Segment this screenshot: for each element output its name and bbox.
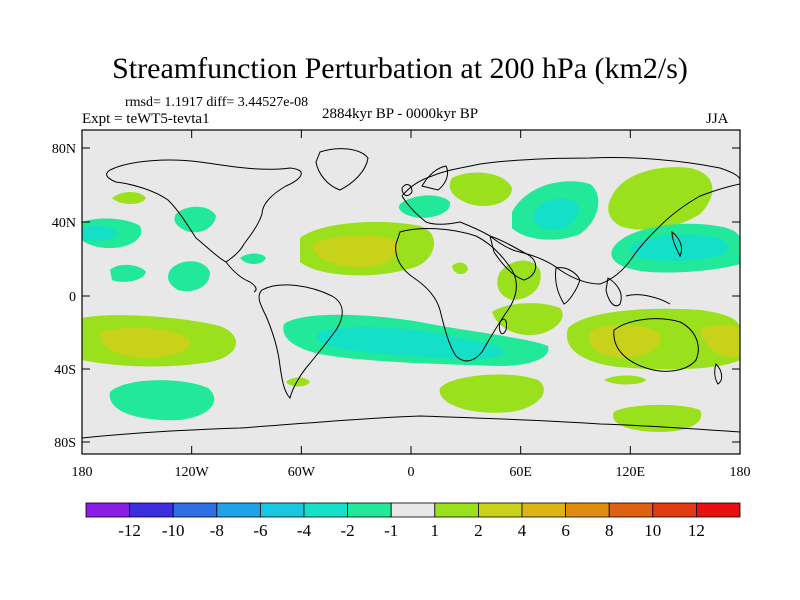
colorbar-swatch (434, 502, 479, 518)
lat-tick-label: 40S (54, 363, 76, 378)
contour-fills (82, 167, 740, 432)
coastline-arabia (489, 235, 537, 281)
lon-tick-label: 120E (616, 465, 646, 480)
lon-tick-label: 120W (175, 465, 210, 480)
colorbar-label: -10 (162, 521, 185, 540)
colorbar-label: 10 (644, 521, 661, 540)
colorbar-label: -8 (210, 521, 224, 540)
anomaly-neg2-east-asia (630, 234, 729, 261)
lon-tick-label: 180 (730, 465, 751, 480)
coastlines (81, 148, 741, 439)
lat-tick-label: 0 (69, 290, 76, 305)
colorbar-label: 8 (605, 521, 614, 540)
colorbar: -12 -10 -8 -6 -4 -2 -1 1 2 4 6 8 10 12 (85, 502, 741, 540)
anomaly-pos2-mediterranean (312, 235, 399, 268)
colorbar-swatch (390, 502, 436, 518)
colorbar-swatch (477, 502, 523, 518)
coastline-antarctica (81, 415, 741, 439)
lat-tick-label: 40N (52, 216, 76, 231)
colorbar-swatch (303, 502, 348, 518)
colorbar-label: 6 (561, 521, 570, 540)
coastline-india (555, 267, 581, 305)
lon-tick-label: 60W (288, 465, 316, 480)
colorbar-swatch (85, 502, 130, 518)
coastline-africa (395, 228, 517, 362)
map-title: Streamfunction Perturbation at 200 hPa (… (112, 52, 688, 85)
anomaly-pos-sahara (452, 262, 468, 275)
colorbar-label: 2 (474, 521, 483, 540)
coastline-uk (401, 184, 413, 196)
colorbar-swatch (347, 502, 392, 518)
colorbar-swatch (259, 502, 305, 518)
coastline-southeast-asia (605, 277, 671, 307)
anomaly-neg-caribbean (240, 253, 266, 264)
anomaly-pos-north-pacific-small (112, 192, 146, 204)
anomaly-pos-indian (492, 303, 563, 336)
colorbar-label: 4 (518, 521, 527, 540)
anomaly-pos-north-pacific (608, 167, 713, 230)
coastline-north-america (106, 159, 302, 263)
anomaly-pos2-east-australia (700, 324, 740, 357)
anomaly-neg2-central-asia (533, 198, 579, 230)
colorbar-label: -12 (118, 521, 141, 540)
coastline-australia (613, 318, 699, 372)
axis-tick-labels: 180 120W 60W 0 60E 120E 180 80N 40N 0 40S 80S (52, 142, 751, 480)
anomaly-neg-southeast-pacific (109, 380, 215, 421)
season-label: JJA (706, 111, 729, 127)
coastline-south-america (258, 284, 343, 399)
coastline-scandinavia (421, 165, 449, 191)
colorbar-swatch (521, 502, 566, 518)
coastline-madagascar (499, 318, 507, 335)
colorbar-label: 1 (431, 521, 440, 540)
colorbar-swatch (172, 502, 218, 518)
colorbar-swatch (608, 502, 654, 518)
anomaly-pos-south-indian (439, 374, 544, 413)
colorbar-swatch (696, 502, 741, 518)
anomaly-neg2-east-pacific-north (82, 225, 118, 241)
colorbar-label: -4 (297, 521, 312, 540)
lat-tick-label: 80S (54, 436, 76, 451)
lon-tick-label: 0 (408, 465, 415, 480)
stats-label: rmsd= 1.1917 diff= 3.44527e-08 (125, 95, 309, 110)
colorbar-label: -2 (341, 521, 355, 540)
colorbar-label: -6 (253, 521, 267, 540)
coastline-new-zealand (714, 363, 723, 385)
lon-tick-label: 180 (72, 465, 93, 480)
coastline-japan (671, 230, 683, 258)
anomaly-neg-central-pacific (110, 264, 146, 282)
anomaly-pos-arabia (497, 260, 541, 300)
coastline-greenland (315, 148, 369, 191)
map-panel: 180 120W 60W 0 60E 120E 180 80N 40N 0 40S 80S (52, 129, 751, 480)
anomaly-neg-north-atlantic (174, 206, 216, 233)
colorbar-label: -1 (384, 521, 398, 540)
anomaly-neg-western-europe (398, 195, 451, 218)
colorbar-swatch (652, 502, 697, 518)
colorbar-label: 12 (688, 521, 705, 540)
colorbar-swatch (565, 502, 610, 518)
anomaly-pos2-australia (589, 324, 661, 358)
anomaly-pos2-south-pacific (100, 327, 191, 358)
axis-ticks (81, 130, 741, 454)
anomaly-neg-east-pacific-tropic (168, 261, 210, 292)
anomaly-pos-south-indian-small (604, 375, 646, 385)
lat-tick-label: 80N (52, 142, 76, 157)
colorbar-swatch (129, 502, 174, 518)
period-label: 2884kyr BP - 0000kyr BP (322, 106, 479, 122)
experiment-label: Expt = teWT5-tevta1 (82, 111, 210, 127)
lon-tick-label: 60E (509, 465, 532, 480)
anomaly-pos-europe (449, 172, 512, 207)
colorbar-swatch (216, 502, 261, 518)
anomaly-pos-south-patagonia (286, 377, 310, 387)
coastline-central-america (225, 261, 257, 293)
anomaly-neg2-south-atlantic (316, 326, 504, 360)
coastline-europe-asia (401, 156, 741, 285)
